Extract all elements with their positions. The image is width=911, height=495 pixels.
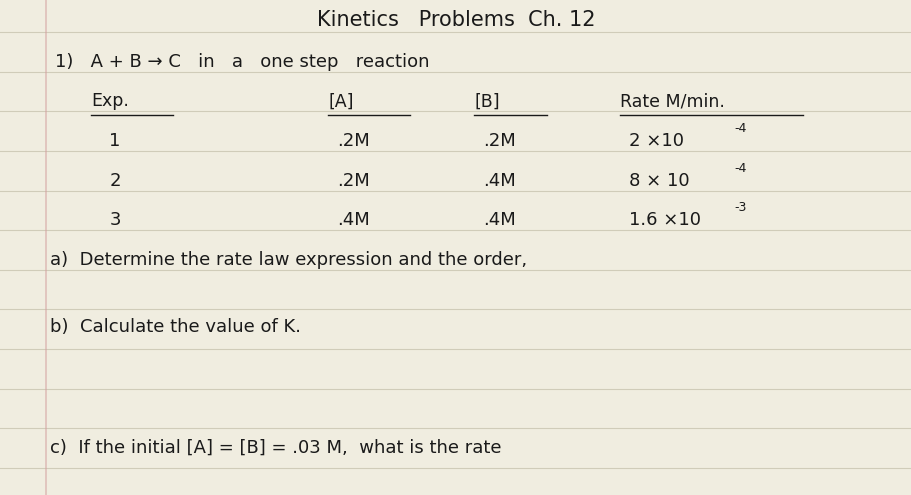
Text: -4: -4: [733, 122, 746, 135]
Text: Rate M/min.: Rate M/min.: [619, 93, 724, 110]
Text: -4: -4: [733, 162, 746, 175]
Text: -3: -3: [733, 201, 746, 214]
Text: .2M: .2M: [337, 132, 370, 150]
Text: 1)   A + B → C   in   a   one step   reaction: 1) A + B → C in a one step reaction: [55, 53, 429, 71]
Text: .4M: .4M: [483, 211, 516, 229]
Text: [B]: [B]: [474, 93, 499, 110]
Text: .2M: .2M: [337, 172, 370, 190]
Text: 8 × 10: 8 × 10: [629, 172, 689, 190]
Text: 1.6 ×10: 1.6 ×10: [629, 211, 701, 229]
Text: [A]: [A]: [328, 93, 353, 110]
Text: 1: 1: [109, 132, 120, 150]
Text: Kinetics   Problems  Ch. 12: Kinetics Problems Ch. 12: [316, 10, 595, 30]
Text: .4M: .4M: [337, 211, 370, 229]
Text: 2 ×10: 2 ×10: [629, 132, 683, 150]
Text: b)  Calculate the value of K.: b) Calculate the value of K.: [50, 318, 301, 336]
Text: a)  Determine the rate law expression and the order,: a) Determine the rate law expression and…: [50, 251, 527, 269]
Text: .4M: .4M: [483, 172, 516, 190]
Text: Exp.: Exp.: [91, 93, 129, 110]
Text: .2M: .2M: [483, 132, 516, 150]
Text: 2: 2: [109, 172, 121, 190]
Text: c)  If the initial [A] = [B] = .03 M,  what is the rate: c) If the initial [A] = [B] = .03 M, wha…: [50, 439, 501, 457]
Text: 3: 3: [109, 211, 121, 229]
